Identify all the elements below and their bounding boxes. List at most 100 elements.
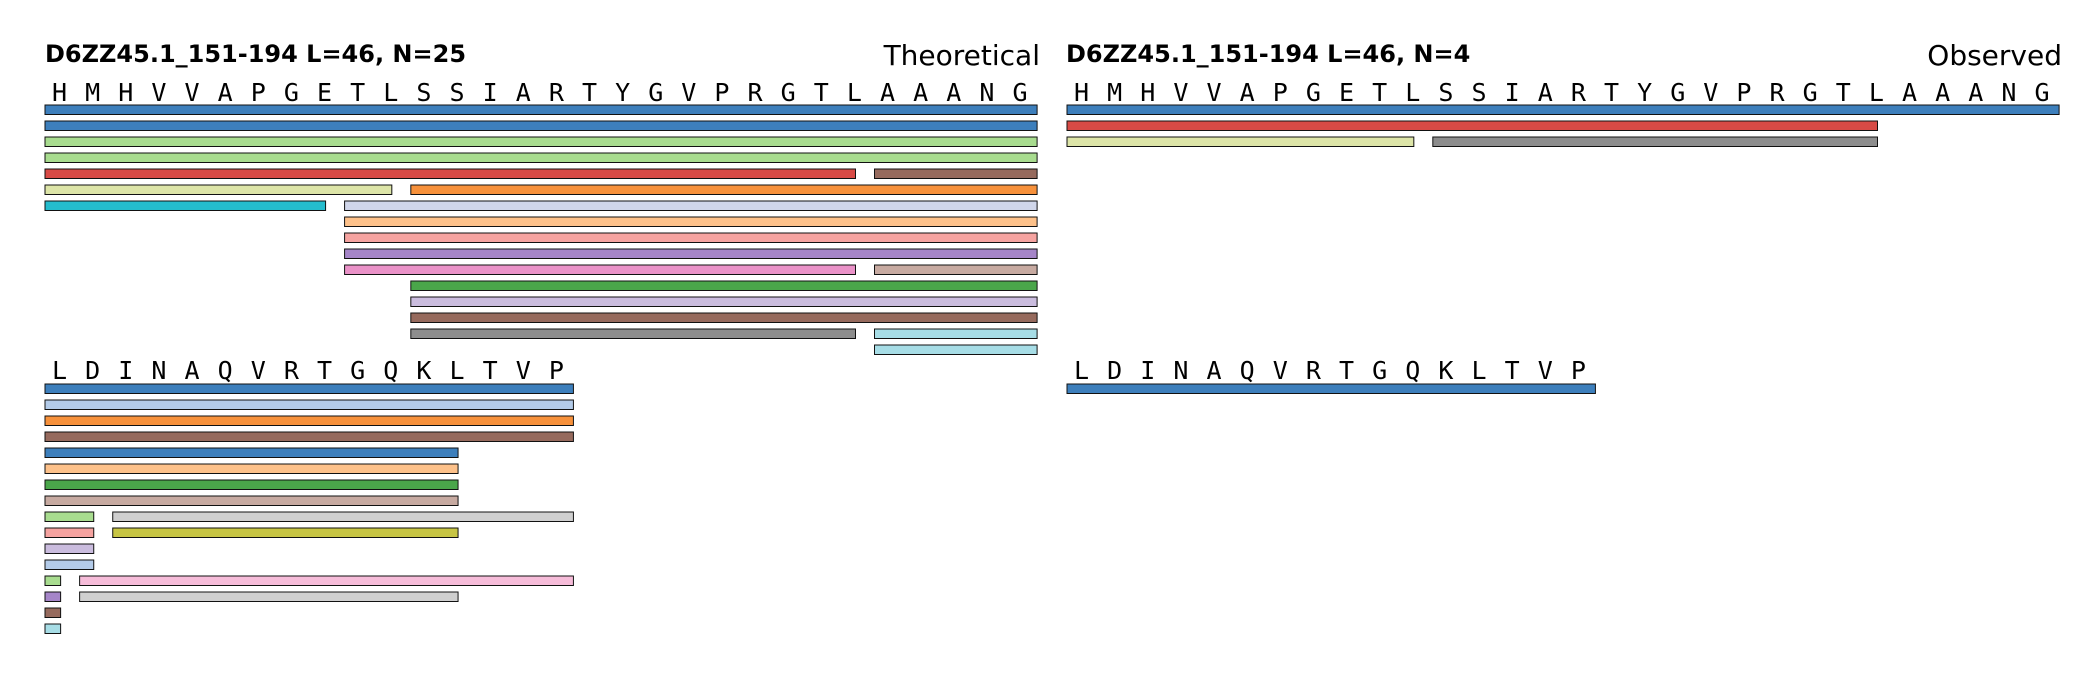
residue-letter: V <box>151 78 166 107</box>
peptide-bar <box>44 591 62 602</box>
residue-letter: G <box>1670 78 1685 107</box>
peptide-bar <box>344 248 1038 259</box>
peptide-bar <box>44 184 393 195</box>
peptide-bar <box>410 296 1038 307</box>
peptide-bar <box>44 168 856 179</box>
residue-letter: I <box>1140 356 1155 385</box>
peptide-bar <box>44 136 1038 147</box>
panel-title: D6ZZ45.1_151-194 L=46, N=4 <box>1066 40 1470 68</box>
residue-letter: A <box>913 78 928 107</box>
peptide-track-2 <box>1066 383 1596 394</box>
residue-letter: N <box>151 356 166 385</box>
panel-theoretical: D6ZZ45.1_151-194 L=46, N=25 Theoretical … <box>44 39 1040 634</box>
residue-letter: A <box>880 78 895 107</box>
residue-letter: A <box>185 356 200 385</box>
residue-letter: T <box>350 78 365 107</box>
residue-letter: G <box>648 78 663 107</box>
peptide-bar <box>1066 136 1415 147</box>
residue-letter: L <box>383 78 398 107</box>
residue-letter: R <box>1571 78 1587 107</box>
residue-letter: S <box>416 78 431 107</box>
residue-letter: R <box>1306 356 1322 385</box>
residue-letter: S <box>1438 78 1453 107</box>
peptide-bar <box>874 168 1038 179</box>
residue-letter: P <box>549 356 564 385</box>
peptide-bar <box>410 328 856 339</box>
residue-letter: H <box>1140 78 1155 107</box>
residue-letter: V <box>1273 356 1288 385</box>
residue-letter: L <box>847 78 862 107</box>
residue-letter: P <box>1571 356 1586 385</box>
peptide-bar <box>44 511 95 522</box>
residue-letter: N <box>979 78 994 107</box>
panel-label: Theoretical <box>883 39 1040 72</box>
residue-letter: V <box>1703 78 1718 107</box>
residue-letter: V <box>251 356 266 385</box>
residue-letter: A <box>516 78 531 107</box>
residue-letter: G <box>1803 78 1818 107</box>
residue-letter: A <box>1207 356 1222 385</box>
peptide-bar <box>410 280 1038 291</box>
peptide-bar <box>44 447 459 458</box>
peptide-bar <box>112 511 574 522</box>
peptide-bar <box>44 399 574 410</box>
peptide-bar <box>44 527 95 538</box>
peptide-bar <box>79 575 574 586</box>
residue-letter: G <box>1306 78 1321 107</box>
peptide-bar <box>44 152 1038 163</box>
peptide-bar <box>44 575 62 586</box>
peptide-bar <box>44 479 459 490</box>
residue-letter: I <box>1505 78 1520 107</box>
residue-letter: T <box>1836 78 1851 107</box>
residue-letter: T <box>317 356 332 385</box>
peptide-track-2 <box>44 383 574 634</box>
residue-letter: N <box>2001 78 2016 107</box>
residue-letter: L <box>1405 78 1420 107</box>
peptide-bar <box>1432 136 1878 147</box>
residue-letter: D <box>1107 356 1122 385</box>
residue-letter: V <box>681 78 696 107</box>
panel-label: Observed <box>1927 39 2062 72</box>
residue-letter: L <box>449 356 464 385</box>
residue-letter: L <box>1869 78 1884 107</box>
residue-letter: Y <box>1637 78 1652 107</box>
peptide-bar <box>44 415 574 426</box>
residue-letter: V <box>1207 78 1222 107</box>
peptide-bar <box>44 120 1038 131</box>
peptide-bar <box>344 200 1038 211</box>
peptide-bar <box>410 312 1038 323</box>
peptide-bar <box>344 216 1038 227</box>
peptide-bar <box>44 383 574 394</box>
residue-letter: G <box>350 356 365 385</box>
panel-title: D6ZZ45.1_151-194 L=46, N=25 <box>45 40 466 68</box>
residue-letter: T <box>1339 356 1354 385</box>
peptide-bar <box>44 543 95 554</box>
residue-letter: G <box>2035 78 2050 107</box>
peptide-bar <box>410 184 1038 195</box>
peptide-bar <box>1066 120 1878 131</box>
residue-letter: Q <box>218 356 233 385</box>
residue-letter: D <box>85 356 100 385</box>
peptide-bar <box>874 264 1038 275</box>
residue-letter: E <box>317 78 332 107</box>
residue-letter: V <box>185 78 200 107</box>
peptide-bar <box>874 328 1038 339</box>
peptide-bar <box>44 104 1038 115</box>
residue-letter: P <box>714 78 729 107</box>
residue-letter: A <box>1538 78 1553 107</box>
residue-letter: G <box>1013 78 1028 107</box>
residue-letter: Q <box>383 356 398 385</box>
residue-letter: M <box>85 78 100 107</box>
residue-letter: S <box>449 78 464 107</box>
residue-letter: T <box>483 356 498 385</box>
residue-letter: V <box>1173 78 1188 107</box>
residue-letter: K <box>416 356 431 385</box>
residue-letter: R <box>549 78 565 107</box>
residue-letter: A <box>1935 78 1950 107</box>
peptide-track-1 <box>44 104 1038 355</box>
residue-letter: T <box>814 78 829 107</box>
